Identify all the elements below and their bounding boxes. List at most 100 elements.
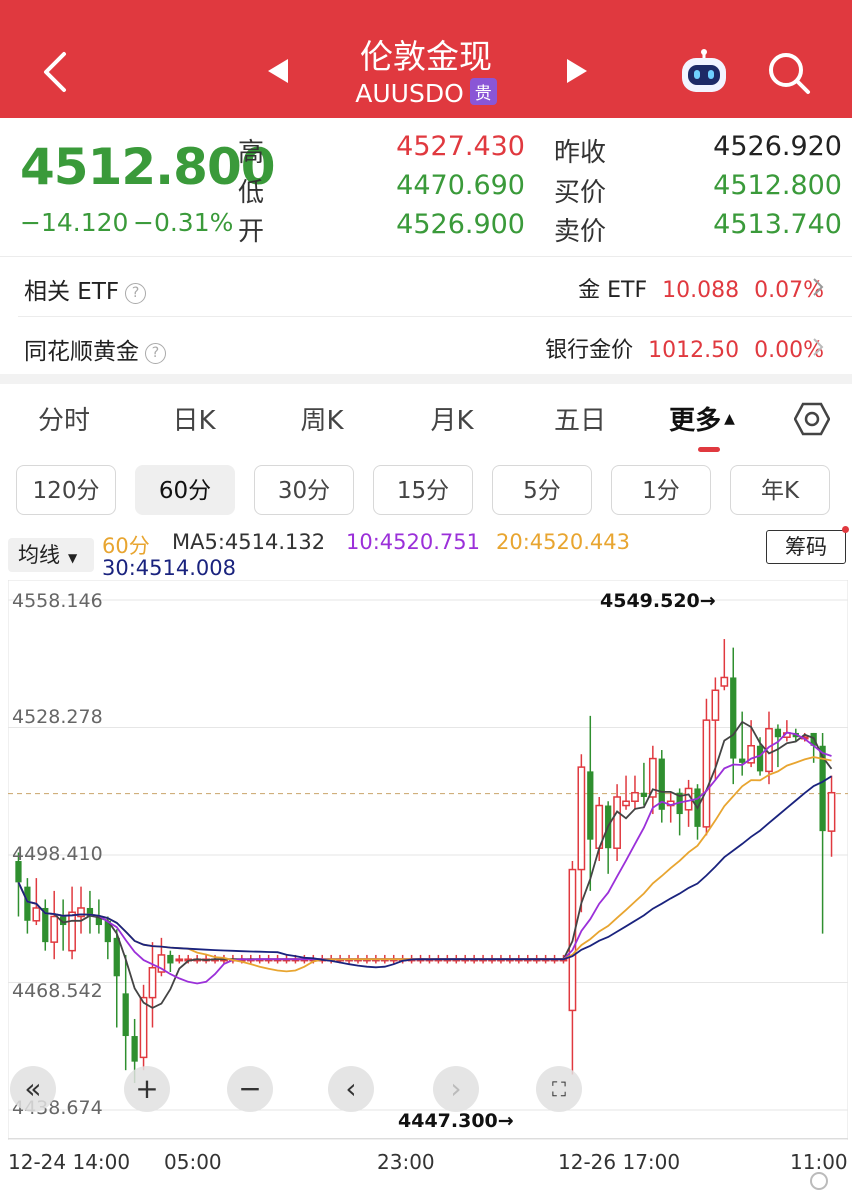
tab-intraday[interactable]: 分时 — [37, 406, 90, 436]
legend-period: 60分 — [102, 534, 150, 558]
period-120min-button[interactable]: 120分 — [16, 465, 116, 515]
candle-body — [167, 954, 174, 964]
rewind-button[interactable]: « — [10, 1066, 56, 1112]
candle-group — [15, 639, 836, 1083]
chip-distribution-button[interactable]: 筹码 — [766, 530, 846, 564]
candle-body — [131, 1036, 138, 1062]
zoom-in-button[interactable]: + — [124, 1066, 170, 1112]
prev-close-value: 4526.920 — [713, 131, 842, 162]
tab-monthly-k[interactable]: 月K — [430, 406, 474, 436]
high-annotation: 4549.520→ — [600, 590, 716, 612]
candle-body — [819, 745, 826, 832]
prev-close-label: 昨收 — [554, 138, 607, 168]
fullscreen-button[interactable]: ⛶ — [536, 1066, 582, 1112]
period-yearly-k-button[interactable]: 年K — [730, 465, 830, 515]
candle-body — [720, 676, 729, 687]
y-tick-label: 4528.278 — [12, 706, 103, 728]
open-value: 4526.900 — [396, 209, 525, 240]
high-label: 高 — [238, 138, 265, 168]
candle-body — [42, 907, 49, 943]
caret-down-icon: ▼ — [68, 551, 78, 565]
help-icon[interactable]: ? — [145, 343, 166, 364]
assistant-robot-icon[interactable] — [678, 48, 730, 96]
page-title: 伦敦金现 — [360, 37, 492, 76]
candle-body — [77, 907, 85, 918]
period-60min-button[interactable]: 60分 — [135, 465, 235, 515]
x-axis-line — [8, 1138, 848, 1139]
search-icon[interactable] — [766, 50, 812, 96]
zoom-out-button[interactable]: − — [227, 1066, 273, 1112]
y-tick-label: 4468.542 — [12, 980, 103, 1002]
next-symbol-icon[interactable] — [565, 58, 589, 84]
period-30min-button[interactable]: 30分 — [254, 465, 354, 515]
x-tick-label: 23:00 — [377, 1150, 435, 1174]
candle-body — [658, 758, 665, 810]
high-value: 4527.430 — [396, 131, 525, 162]
related-etf-row[interactable]: 相关 ETF? — [24, 272, 147, 306]
period-1min-button[interactable]: 1分 — [611, 465, 711, 515]
notification-dot — [842, 526, 849, 533]
candle-body — [747, 745, 755, 764]
tab-daily-k[interactable]: 日K — [172, 406, 216, 436]
symbol-line: AUUSDO 贵 — [0, 78, 852, 108]
x-tick-label: 12-26 17:00 — [558, 1150, 681, 1174]
ths-gold-row[interactable]: 同花顺黄金? — [24, 332, 166, 366]
candle-body — [711, 689, 720, 721]
bank-gold-quote[interactable]: 银行金价 1012.50 0.00% — [545, 332, 824, 364]
divider — [18, 316, 852, 317]
x-tick-label: 11:00 — [790, 1150, 848, 1174]
tab-weekly-k[interactable]: 周K — [300, 406, 344, 436]
candle-body — [24, 886, 31, 921]
period-5min-button[interactable]: 5分 — [492, 465, 592, 515]
candle-body — [139, 996, 148, 1059]
candle-body — [104, 920, 111, 943]
candle-body — [95, 916, 103, 926]
category-badge: 贵 — [469, 78, 497, 105]
price-change-pct: −0.31% — [133, 208, 234, 237]
period-15min-button[interactable]: 15分 — [373, 465, 473, 515]
scroll-right-button[interactable]: › — [433, 1066, 479, 1112]
price-change: −14.120 — [20, 208, 129, 237]
ask-value: 4513.740 — [713, 209, 842, 240]
time-cursor-icon[interactable] — [810, 1172, 828, 1190]
settings-hexagon-icon[interactable] — [794, 401, 830, 437]
candle-body — [730, 677, 737, 759]
candle-body — [175, 958, 184, 962]
candle-body — [577, 766, 586, 871]
moving-average-group — [17, 720, 833, 1009]
divider — [0, 256, 852, 257]
prev-symbol-icon[interactable] — [266, 58, 290, 84]
candle-body — [756, 745, 764, 772]
candle-body — [739, 758, 746, 763]
candle-body — [60, 916, 67, 926]
active-tab-indicator — [698, 447, 720, 452]
legend-ma5: MA5:4514.132 — [172, 530, 326, 554]
help-icon[interactable]: ? — [125, 283, 147, 304]
etf-quote[interactable]: 金 ETF 10.088 0.07% — [578, 272, 824, 304]
symbol-code: AUUSDO — [355, 79, 464, 108]
candle-body — [702, 719, 711, 828]
open-label: 开 — [238, 217, 265, 247]
ths-gold-label: 同花顺黄金 — [24, 339, 139, 365]
candle-body — [148, 966, 157, 999]
candle-body — [15, 861, 22, 883]
candle-body — [827, 791, 836, 832]
candle-body — [640, 792, 648, 797]
etf-pct: 0.07% — [754, 278, 824, 303]
bank-gold-price: 1012.50 — [648, 338, 740, 363]
candle-body — [50, 915, 59, 943]
candle-body — [774, 728, 782, 738]
tab-more[interactable]: 更多 ▲ — [652, 400, 752, 437]
x-tick-label: 12-24 14:00 — [8, 1150, 131, 1174]
scroll-left-button[interactable]: ‹ — [328, 1066, 374, 1112]
tab-five-day[interactable]: 五日 — [553, 406, 606, 436]
legend-ma30: 30:4514.008 — [102, 556, 236, 580]
related-etf-label: 相关 ETF — [24, 279, 120, 305]
bid-value: 4512.800 — [713, 170, 842, 201]
back-arrow-icon[interactable] — [40, 50, 72, 94]
bank-gold-name: 银行金价 — [545, 338, 634, 363]
bank-gold-pct: 0.00% — [754, 338, 824, 363]
indicator-mode-select[interactable]: 均线 ▼ — [8, 538, 94, 572]
chevron-right-icon — [813, 278, 824, 296]
kline-chart[interactable] — [8, 580, 848, 1140]
